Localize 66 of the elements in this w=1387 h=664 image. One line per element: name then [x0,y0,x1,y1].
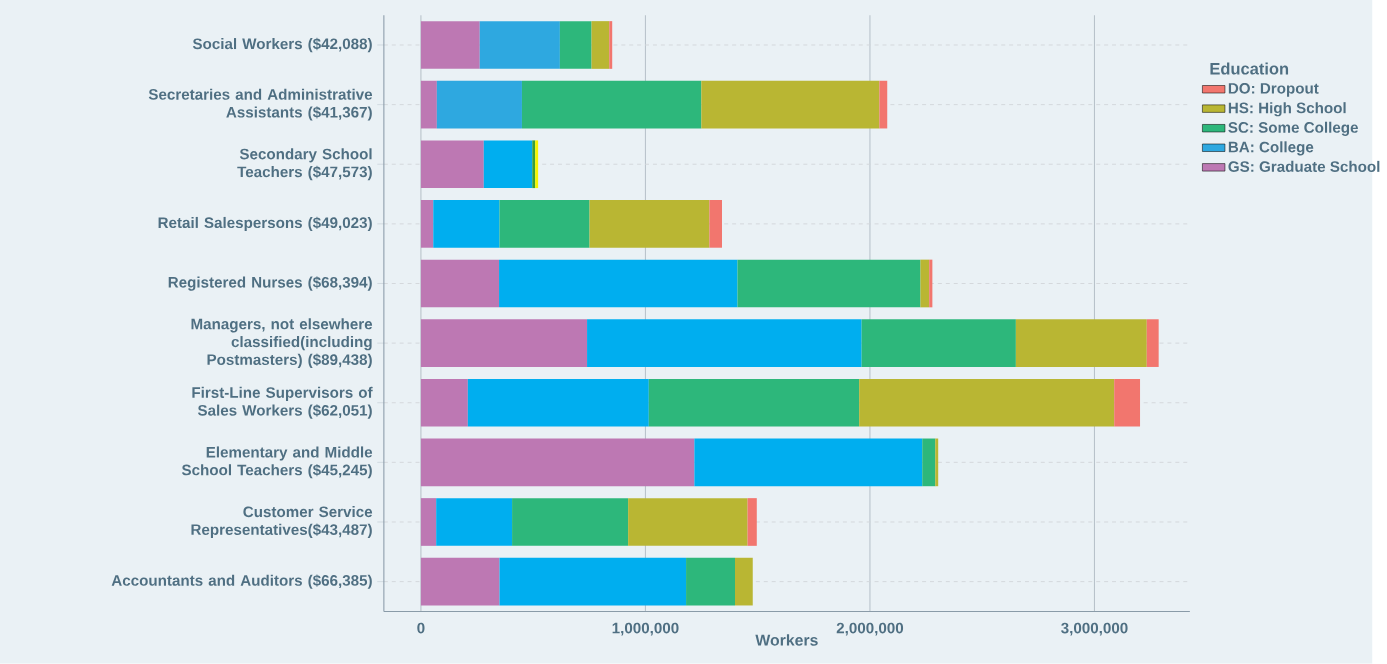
bar [609,21,613,69]
bar [648,378,860,427]
bar [587,319,862,368]
bar [467,378,649,427]
x-tick-label: 0 [417,622,425,634]
bar [483,140,533,189]
bar [559,21,592,69]
bar [920,259,930,308]
bar [499,259,738,308]
bar [701,80,880,129]
y-tick-label: Registered Nurses ($68,394) [168,276,372,291]
bar [591,21,610,69]
legend-label: HS: High School [1228,102,1346,117]
y-tick-label: Social Workers ($42,088) [192,37,372,53]
x-tick-label: 1,000,000 [612,622,679,636]
bar [935,438,939,487]
bar [929,259,933,308]
bar [859,378,1115,427]
x-tick-label: 2,000,000 [836,622,904,636]
y-tick-label: Customer Service Representatives($43,487) [191,506,373,539]
bar [747,498,757,546]
bar [420,200,434,248]
bar [521,80,702,129]
y-tick-label: Elementary and Middle School Teachers ($45,245) [181,446,373,479]
bar [433,200,500,248]
bar [420,498,437,546]
bar [420,557,500,606]
y-tick-label: Secondary School Teachers ($47,573) [237,148,372,181]
bar [420,438,695,487]
bar [420,378,468,427]
x-tick-label: 3,000,000 [1061,622,1128,636]
bar [420,319,588,368]
bar [879,80,888,129]
bar [420,21,480,69]
legend-label: GS: Graduate School [1228,160,1380,173]
legend-title: Education [1210,62,1289,75]
bar [436,498,513,546]
bar [628,498,748,546]
y-tick-label: Accountants and Auditors ($66,385) [111,574,372,589]
y-tick-label: First-Line Supervisors of Sales Workers ($62,051) [192,386,373,419]
bar [737,259,921,308]
bar [436,80,522,129]
bar [499,557,687,606]
bar [512,498,629,546]
bar [589,200,710,248]
bar [735,557,753,606]
legend-label: SC: Some College [1228,121,1358,136]
bar [922,438,936,487]
legend-label: DO: Dropout [1228,83,1319,97]
bar [694,438,923,487]
bar [420,259,500,308]
bar [709,200,722,248]
legend-label: BA: College [1228,141,1314,156]
y-tick-label: Managers, not elsewhere classified(including Postmasters) ($89,438) [191,318,373,369]
bar [861,319,1016,368]
bar [420,140,484,189]
bar [420,80,437,129]
y-tick-label: Secretaries and Administrative Assistants ($41,367) [148,88,373,121]
bar [499,200,590,248]
bar [479,21,560,69]
bar [686,557,736,606]
bar [1114,378,1141,427]
y-tick-label: Retail Salespersons ($49,023) [158,216,372,232]
bar [1015,319,1147,368]
bar [1146,319,1159,368]
x-axis-title: Workers [755,634,818,646]
